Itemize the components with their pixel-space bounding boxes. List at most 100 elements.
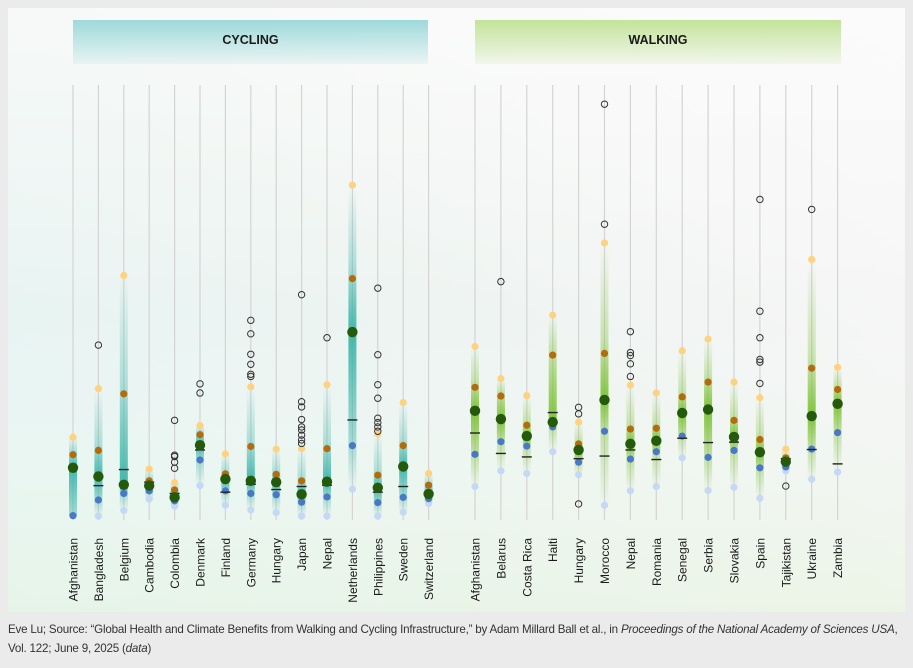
median-point (547, 416, 558, 428)
p75-point (247, 442, 255, 451)
caption-text: Eve Lu; Source: “Global Health and Clima… (8, 623, 621, 636)
data-link[interactable]: data (125, 642, 148, 655)
p10-point (626, 487, 635, 495)
outlier-point (374, 423, 382, 431)
median-point (296, 489, 307, 500)
p90-point (348, 181, 356, 189)
p10-point (808, 475, 816, 483)
p25-point (704, 453, 712, 461)
median-point (372, 482, 383, 494)
outlier-point (600, 100, 609, 108)
median-point (169, 492, 180, 503)
p75-point (298, 477, 306, 485)
distribution-band (626, 385, 635, 491)
panel-title: WALKING (628, 33, 687, 47)
country-label: Nepal (321, 538, 335, 569)
p75-point (497, 392, 505, 400)
p75-point (678, 393, 686, 401)
outlier-point (756, 355, 764, 364)
p10-point (471, 482, 479, 491)
p10-point (348, 485, 356, 493)
country-label: Afghanistan (67, 538, 81, 601)
p25-point (399, 493, 407, 501)
outlier-point (600, 220, 609, 228)
p25-point (221, 487, 229, 495)
outlier-point (247, 370, 255, 378)
p25-point (652, 448, 660, 456)
country-label: Ukraine (805, 538, 819, 580)
median-point (599, 394, 610, 406)
p90-point (425, 469, 433, 478)
caption-journal: Proceedings of the National Academy of S… (620, 623, 895, 636)
outlier-point (297, 439, 306, 448)
p25-point (196, 456, 204, 464)
p10-point (497, 467, 505, 475)
country-label: Denmark (194, 537, 208, 587)
p75-point (399, 442, 407, 450)
country-label: Sweden (397, 538, 411, 581)
p90-point (497, 375, 505, 383)
p10-point (120, 506, 128, 515)
outlier-point (196, 380, 204, 388)
p25-point (348, 442, 356, 450)
country-label: Cambodia (143, 538, 157, 593)
median-point (347, 326, 358, 338)
country-group-walking-belarus: Belarus (494, 85, 508, 579)
p10-point (94, 512, 102, 520)
p10-point (652, 482, 660, 491)
p10-point (549, 448, 557, 456)
p90-point (471, 342, 479, 351)
p75-point (808, 364, 816, 372)
p90-point (374, 430, 382, 438)
p25-point (94, 496, 102, 504)
outlier-point (297, 415, 306, 424)
p90-point (523, 391, 531, 400)
p10-point (575, 471, 583, 479)
distribution-band (704, 339, 713, 491)
median-point (651, 435, 662, 447)
p25-point (756, 464, 764, 472)
median-point (495, 413, 507, 425)
country-label: Zambia (831, 538, 845, 578)
country-group-cycling-finland: Finland (219, 85, 233, 577)
outlier-point (323, 334, 331, 342)
p10-point (145, 495, 153, 503)
p90-point (756, 394, 764, 402)
country-group-cycling-cambodia: Cambodia (143, 85, 157, 593)
p75-point (323, 445, 331, 453)
p10-point (730, 483, 738, 491)
country-label: Afghanistan (469, 538, 483, 601)
country-label: Colombia (168, 538, 182, 589)
p10-point (323, 512, 331, 520)
p10-point (523, 469, 531, 478)
outlier-point (247, 316, 255, 325)
country-label: Hungary (572, 538, 586, 583)
outlier-point (297, 423, 306, 431)
country-group-walking-zambia: Zambia (831, 85, 845, 578)
panel-title: CYCLING (222, 33, 278, 47)
caption-text-2: , Vol. 122; June 9, 2025 ( (8, 623, 898, 655)
median-point (780, 456, 791, 467)
median-point (521, 430, 532, 442)
p75-point (196, 431, 204, 439)
country-label: Germany (244, 538, 258, 587)
median-point (398, 461, 409, 472)
panel-header-cycling (73, 20, 428, 64)
country-label: Japan (295, 538, 309, 571)
outlier-point (808, 205, 816, 214)
p10-point (704, 486, 712, 495)
median-point (245, 475, 256, 487)
outlier-point (756, 358, 764, 366)
distribution-band (496, 378, 505, 471)
p75-point (600, 349, 609, 357)
p90-point (626, 381, 635, 389)
p10-point (678, 454, 686, 462)
distribution-band (678, 350, 687, 458)
p90-point (272, 445, 280, 453)
country-group-cycling-sweden: Sweden (397, 85, 411, 581)
p25-point (834, 428, 842, 437)
p10-point (171, 502, 179, 510)
median-point (573, 444, 584, 456)
median-point (144, 480, 155, 491)
outlier-point (374, 394, 382, 402)
